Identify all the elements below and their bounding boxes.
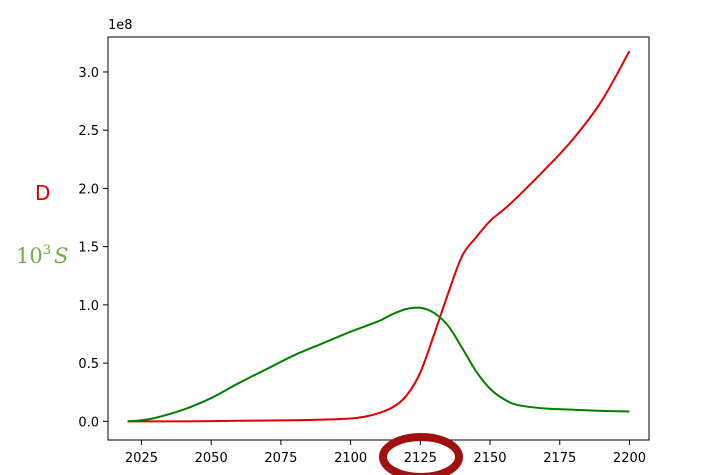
- plot-frame: [107, 36, 650, 441]
- y-offset-text: 1e8: [108, 18, 133, 33]
- s-label-exponent: 3: [43, 243, 51, 258]
- x-tick-label: 2175: [543, 451, 576, 466]
- y-tick-label: 1.5: [78, 241, 99, 256]
- y-tick-label: 3.0: [78, 66, 99, 81]
- x-tick-label: 2125: [404, 451, 437, 466]
- series-layer: [127, 50, 631, 423]
- x-tick-label: 2075: [264, 451, 297, 466]
- s-label-base: 10: [16, 244, 43, 268]
- series-line-red: [127, 50, 631, 423]
- x-tick-label: 2100: [334, 451, 367, 466]
- x-tick-label: 2200: [613, 451, 646, 466]
- series-line-green: [127, 306, 630, 423]
- x-tick-label: 2025: [125, 451, 158, 466]
- y-tick-label: 0.0: [78, 415, 99, 430]
- y-tick-label: 1.0: [78, 299, 99, 314]
- x-tick-label: 2050: [195, 451, 228, 466]
- tick-highlight-ellipse: [379, 433, 463, 475]
- s-label-variable: S: [54, 244, 68, 268]
- axis-layer: 2025 2050 2075 2100 2125 2150 2175 2200 0.0 0.5 1.…: [78, 36, 650, 466]
- d-series-label: D: [35, 181, 50, 205]
- y-tick-label: 2.5: [78, 124, 99, 139]
- x-tick-label: 2150: [473, 451, 506, 466]
- y-tick-label: 2.0: [78, 182, 99, 197]
- s-series-label: 103 S: [16, 243, 68, 268]
- y-tick-label: 0.5: [78, 357, 99, 372]
